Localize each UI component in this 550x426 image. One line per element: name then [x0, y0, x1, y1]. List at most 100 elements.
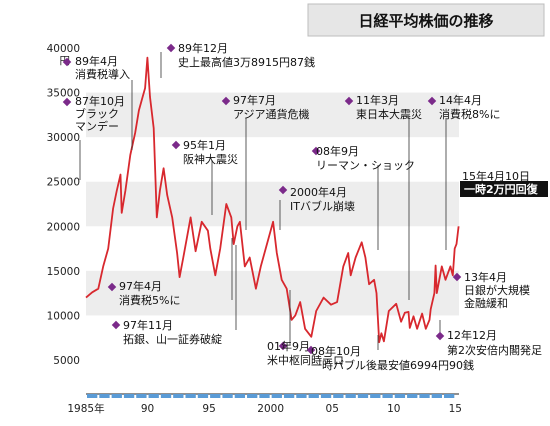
annotation-text: リーマン・ショック [316, 159, 415, 172]
x-year-segment [345, 394, 356, 398]
annotation-marker [306, 345, 316, 355]
annotation-marker [435, 331, 445, 341]
annotation-text: 史上最高値3万8915円87銭 [178, 55, 315, 69]
annotation-marker [452, 272, 462, 282]
annotation-text: 97年4月 [119, 279, 162, 293]
annotation-text: 08年9月 [316, 144, 359, 158]
annotation-text: 2000年4月 [290, 185, 347, 199]
annotation-marker [427, 96, 437, 106]
x-tick-label: 90 [141, 403, 154, 415]
title-box: 日経平均株価の推移 [307, 3, 545, 37]
x-year-segment [283, 394, 295, 398]
annotation-text: 15年4月10日 [462, 169, 530, 183]
x-year-segment [271, 394, 282, 398]
x-year-segment [197, 394, 209, 398]
x-tick-label: 95 [202, 403, 215, 415]
series-line-0 [85, 56, 460, 344]
annotation-marker [278, 341, 288, 351]
annotation-text: 米中枢同時テロ [267, 353, 344, 367]
annotation-text: 阪神大震災 [183, 152, 238, 166]
annotation-text: ブラック [75, 107, 119, 121]
y-tick-label: 10000 [47, 310, 80, 322]
highlight-text: 一時2万円回復 [464, 182, 539, 196]
x-year-segment [259, 394, 270, 398]
y-tick-label: 35000 [47, 88, 80, 100]
annotation-text: 11年3月 [356, 93, 399, 107]
y-tick-label: 40000 [47, 43, 80, 55]
x-year-segment [308, 394, 319, 398]
annotation-marker [166, 43, 176, 53]
y-tick-label: 15000 [47, 266, 80, 278]
x-year-segment [160, 394, 172, 398]
annotation-text: ITバブル崩壊 [290, 199, 355, 213]
x-year-segment [148, 394, 159, 398]
annotation-text: 08年10月 [311, 344, 361, 358]
x-year-segment [333, 394, 344, 398]
x-axis: 1985年 90 95 2000 05 10 15 [67, 393, 462, 415]
annotation-text: 第2次安倍内閣発足 [447, 343, 542, 357]
annotation-text: 拓銀、山一証券破綻 [123, 332, 222, 346]
annotation-text: 12年12月 [447, 328, 497, 342]
chart-title: 日経平均株価の推移 [358, 12, 493, 30]
band-3 [86, 181, 459, 227]
x-year-segment [370, 394, 381, 398]
annotation-marker [278, 185, 288, 195]
annotation-text: 東日本大震災 [356, 107, 422, 121]
series-layer [85, 56, 460, 344]
x-tick-label: 10 [387, 403, 400, 415]
annotation-text: マンデー [75, 119, 119, 133]
y-tick-label: 5000 [53, 355, 80, 367]
x-year-segment [296, 394, 307, 398]
annotation-text: 日銀が大規模 [464, 283, 530, 297]
x-year-segment [247, 394, 258, 398]
annotation-marker [111, 320, 121, 330]
annotation-text: アジア通貨危機 [233, 107, 310, 121]
annotation-text: 87年10月 [75, 94, 125, 108]
annotation-marker [107, 282, 117, 292]
annotation-text: 89年4月 [75, 54, 118, 68]
x-year-segment [419, 394, 430, 398]
annotation-marker [62, 57, 72, 67]
annotation-text: 消費税8%に [439, 107, 500, 121]
x-year-segment [173, 394, 184, 398]
y-tick-label: 20000 [47, 221, 80, 233]
annotation-text: 消費税5%に [119, 293, 180, 307]
annotation-text: 97年11月 [123, 318, 173, 332]
x-tick-label: 2000 [257, 403, 284, 415]
annotation-marker [311, 146, 321, 156]
y-tick-label: 25000 [47, 177, 80, 189]
x-year-segment [123, 394, 135, 398]
annotation-text: 一時バブル後最安値6994円90銭 [311, 358, 474, 372]
x-year-segment [210, 394, 221, 398]
x-year-segment [87, 394, 98, 398]
x-year-segment [111, 394, 122, 398]
x-year-segment [443, 394, 455, 398]
annotation-text: 95年1月 [183, 138, 226, 152]
x-year-segment [222, 394, 233, 398]
annotation-text: 01年9月 [267, 339, 310, 353]
x-year-segment [320, 394, 332, 398]
y-tick-label: 30000 [47, 132, 80, 144]
x-year-segment [407, 394, 418, 398]
x-year-segment [431, 394, 442, 398]
annotation-text: 消費税導入 [75, 67, 130, 81]
x-year-segment [99, 394, 110, 398]
background-bands [86, 92, 459, 316]
y-axis: 500010000150002000025000300003500040000円 [47, 43, 80, 367]
annotation-text: 97年7月 [233, 93, 276, 107]
annotation-text: 89年12月 [178, 41, 228, 55]
